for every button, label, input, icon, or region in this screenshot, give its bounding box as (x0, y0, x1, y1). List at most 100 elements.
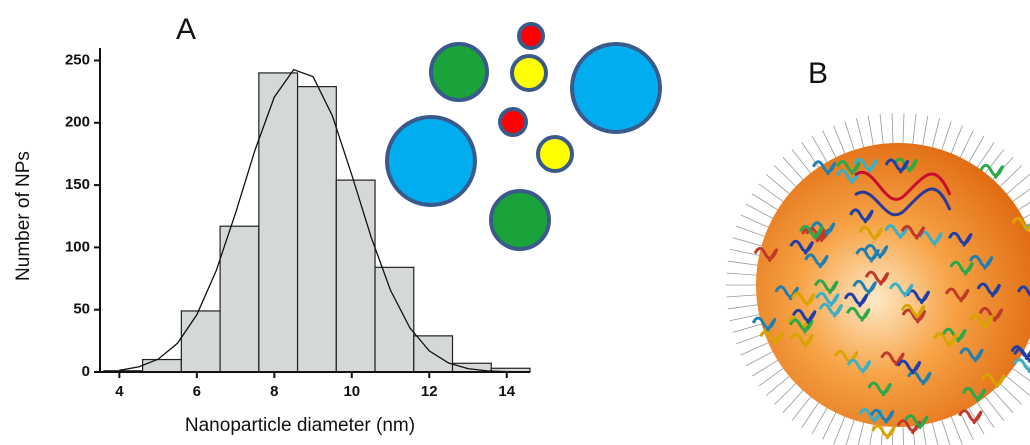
protein (968, 313, 994, 329)
protein (789, 239, 814, 255)
y-tick-label: 150 (65, 176, 90, 193)
protein (855, 247, 880, 263)
protein (1011, 216, 1030, 233)
lipid (931, 118, 940, 150)
protein (811, 160, 837, 176)
panel-label: A (176, 13, 196, 46)
protein (789, 332, 814, 348)
lipid (983, 149, 1005, 175)
bar (335, 179, 376, 373)
protein (959, 347, 984, 363)
y-tick-label: 0 (82, 363, 90, 380)
protein (978, 306, 1004, 323)
lipid (822, 130, 837, 160)
lipid (727, 260, 760, 266)
lipid (791, 149, 813, 175)
lipid (726, 294, 759, 298)
lipid (940, 418, 951, 445)
lipid (902, 424, 904, 445)
protein (947, 231, 973, 247)
protein (858, 225, 883, 242)
lipid (801, 142, 821, 170)
y-tick-label: 100 (65, 238, 90, 255)
protein (869, 408, 895, 425)
lipid (983, 395, 1005, 421)
protein (774, 285, 799, 301)
lipid (729, 248, 762, 257)
circle (385, 115, 477, 207)
fit-curve (119, 68, 507, 373)
x-axis-label: Nanoparticle diameter (nm) (185, 415, 415, 436)
lipid (967, 135, 985, 164)
protein (942, 327, 967, 343)
x-tick-label: 8 (270, 383, 278, 400)
lipid (869, 422, 875, 445)
protein (949, 260, 974, 276)
nanoparticle-circles (385, 22, 662, 251)
protein (836, 160, 861, 176)
lipid (801, 400, 821, 428)
protein (1012, 358, 1030, 374)
protein (901, 308, 927, 324)
lipid (959, 410, 974, 440)
lipid (758, 183, 785, 204)
lipid (975, 142, 995, 170)
protein (845, 306, 871, 323)
lipid (856, 118, 865, 150)
protein (818, 302, 843, 319)
lipid (950, 414, 963, 445)
lipid (950, 125, 963, 156)
lipid (940, 121, 952, 152)
x-tick-label: 6 (193, 383, 201, 400)
protein (884, 158, 910, 174)
lipid (740, 214, 771, 229)
protein (900, 224, 925, 241)
protein (810, 221, 836, 237)
proteins (751, 157, 1030, 440)
lipid (833, 414, 846, 445)
plot-area: 0 50 100 150 200 250 4 6 8 10 12 14 (65, 48, 531, 400)
protein (799, 224, 824, 241)
protein (900, 303, 926, 320)
lipid (740, 341, 771, 356)
lipid (1004, 174, 1030, 196)
lipid (857, 420, 865, 445)
lipid (811, 135, 829, 164)
lipid (732, 237, 764, 247)
protein (918, 230, 943, 247)
protein (903, 414, 929, 430)
lipid (745, 203, 775, 220)
protein (933, 332, 958, 348)
protein (1016, 285, 1030, 297)
protein (788, 318, 814, 334)
circle (510, 54, 548, 92)
protein (791, 308, 817, 325)
x-tick-label: 12 (421, 383, 438, 400)
protein (905, 289, 930, 305)
lipid (751, 193, 780, 212)
circle (429, 42, 489, 102)
lipid (998, 381, 1023, 405)
lipid (1016, 202, 1030, 212)
protein (867, 381, 892, 397)
lipid (931, 420, 939, 445)
x-tick-label: 4 (115, 383, 124, 400)
lipid (729, 313, 762, 322)
lipid (773, 381, 798, 405)
y-tick-label: 200 (65, 114, 90, 131)
protein (843, 292, 869, 308)
lipid (1004, 374, 1030, 396)
protein (968, 254, 994, 271)
dna (854, 171, 952, 201)
protein (759, 330, 784, 346)
y-tick-label: 50 (73, 301, 90, 318)
lipid (822, 410, 837, 440)
bar (374, 266, 415, 373)
protein (813, 279, 839, 295)
x-tick-label: 14 (498, 383, 515, 400)
x-tick-label: 10 (343, 383, 360, 400)
lipid (791, 395, 813, 421)
lipid-fringe (726, 113, 1030, 445)
